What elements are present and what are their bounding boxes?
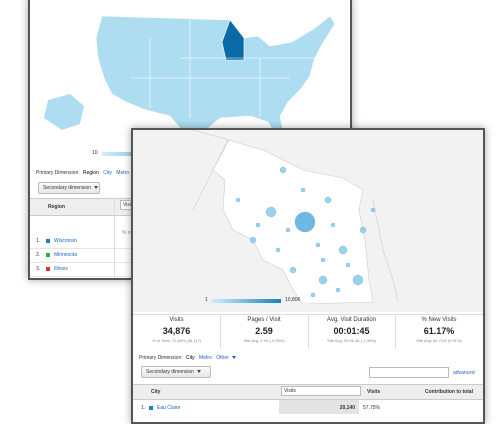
row-color (46, 253, 50, 257)
metric-value: 2.59 (255, 326, 273, 336)
column-divider (114, 198, 115, 278)
metric-note: % of Total: 72.48% (48,117) (152, 338, 201, 343)
row-region[interactable]: Wisconsin (54, 238, 77, 244)
metric-label: Pages / Visit (247, 317, 281, 323)
primary-dimension: Primary Dimension: Region City Metro Co (36, 170, 140, 176)
row-color (46, 267, 50, 271)
metric-note: Site Avg: 2.60 (-0.33%) (243, 338, 285, 343)
us-map (44, 15, 336, 141)
dimension-option[interactable]: Region (83, 170, 99, 176)
row-index: 3. (36, 266, 41, 272)
row-contribution: 57.75% (363, 405, 380, 411)
row-color (46, 239, 50, 243)
row-region[interactable]: Minnesota (54, 252, 78, 258)
metric-value: 61.17% (423, 326, 455, 336)
row-index: 1. (141, 405, 146, 411)
metric-cell (395, 314, 483, 349)
dimension-option[interactable]: City (186, 355, 195, 361)
button-label: Secondary dimension (146, 369, 195, 375)
row-city[interactable]: Eau Claire (157, 405, 181, 411)
metric-label: Visits (169, 317, 184, 323)
row-index: 1. (36, 238, 41, 244)
front-panel: 1 10,806 Visits 34,876 % of Total: 72.48% … (131, 128, 485, 424)
wisconsin-map (192, 130, 399, 305)
row-region[interactable]: Illinois (54, 266, 68, 272)
metric-note: Site Avg: 60.71% (0.51%) (416, 338, 462, 343)
metric-cell (133, 314, 221, 349)
metric-value: 34,876 (162, 326, 191, 336)
search-box[interactable] (369, 367, 449, 378)
dimension-option[interactable]: Metro (199, 355, 212, 361)
header-cell: City (151, 389, 161, 395)
header-cell: Region (48, 204, 65, 210)
metric-note: Site Avg: 00:01:46 (-1.06%) (327, 338, 376, 343)
row-index: 2. (36, 252, 41, 258)
secondary-dimension-button[interactable]: Secondary dimension (141, 366, 211, 378)
advanced-link[interactable]: advanced (453, 370, 475, 376)
secondary-dimension-button[interactable]: Secondary dimension (38, 182, 100, 194)
metric-value: 00:01:45 (333, 326, 370, 336)
metric-cell (308, 314, 396, 349)
dimension-option[interactable]: City (103, 170, 112, 176)
button-label: Secondary dimension (43, 185, 92, 191)
row-color (149, 406, 153, 410)
header-cell[interactable]: Visits (281, 386, 361, 396)
dimension-option[interactable]: Metro (116, 170, 130, 176)
header-cell: Contribution to total (425, 389, 474, 395)
metric-label: % New Visits (421, 317, 457, 323)
table-subtext: % of (122, 230, 133, 236)
legend-min: 1 (205, 297, 208, 303)
legend-bar (211, 299, 281, 303)
sorted-column (279, 400, 359, 414)
legend-min: 10 (92, 150, 98, 156)
dimension-option[interactable]: Other (216, 355, 229, 361)
metric-cell (220, 314, 309, 349)
primary-dimension-label: Primary Dimension: (139, 355, 183, 361)
metric-label: Avg. Visit Duration (326, 317, 377, 323)
legend-max: 10,806 (285, 297, 301, 303)
primary-dimension-label: Primary Dimension: (36, 170, 80, 176)
row-visits: 20,140 (339, 405, 355, 411)
primary-dimension: Primary Dimension: City Metro Other (139, 355, 236, 361)
header-cell: Visits (367, 389, 381, 395)
